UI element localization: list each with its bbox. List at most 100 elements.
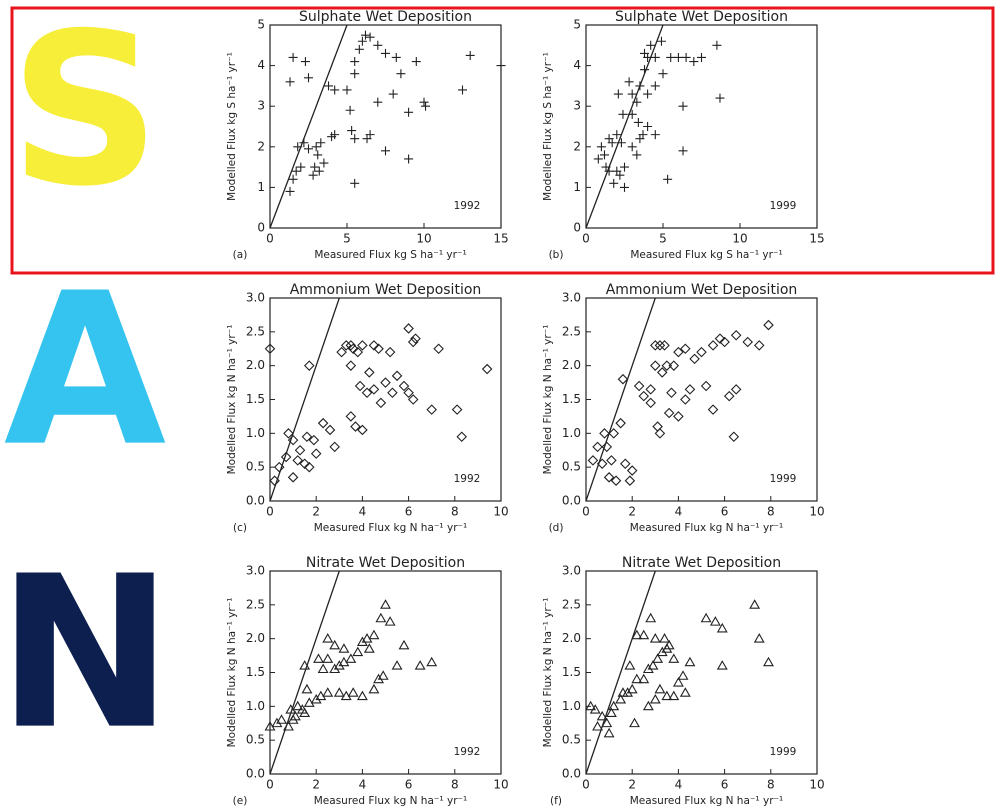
point (287, 714, 299, 724)
one-to-one-line (586, 25, 664, 228)
point (617, 687, 629, 697)
point (624, 475, 636, 486)
y-tick-label: 5 (257, 18, 265, 32)
point (333, 660, 345, 670)
x-tick-label: 6 (405, 778, 413, 792)
y-axis-label: Modelled Flux kg S ha⁻¹ yr⁻¹ (542, 52, 554, 201)
point (633, 117, 643, 127)
point (352, 646, 364, 657)
y-tick-label: 0 (257, 221, 265, 235)
point (593, 154, 603, 164)
point (619, 458, 631, 470)
point (673, 52, 683, 62)
point (347, 687, 359, 697)
point (672, 677, 684, 687)
point (291, 166, 301, 176)
y-tick-label: 1.5 (562, 665, 581, 679)
point (679, 687, 691, 697)
x-tick-label: 15 (493, 232, 508, 246)
point (345, 411, 357, 422)
y-tick-label: 1.0 (246, 699, 265, 713)
y-tick-label: 0.0 (562, 767, 581, 781)
point (368, 683, 380, 694)
point (716, 660, 728, 670)
point (604, 166, 614, 176)
point (304, 144, 313, 154)
y-axis-label: Modelled Flux kg N ha⁻¹ yr⁻¹ (226, 325, 238, 475)
point (381, 48, 390, 58)
point (288, 52, 298, 62)
point (299, 707, 311, 718)
point (592, 721, 603, 731)
point (632, 150, 642, 160)
point (596, 458, 608, 470)
x-tick-label: 5 (343, 232, 351, 246)
panel: Sulphate Wet Deposition Measured Flux kg … (542, 9, 825, 261)
annotation: 1999 (770, 200, 797, 212)
point (728, 431, 740, 442)
annotation: 1999 (770, 746, 797, 758)
point (715, 93, 725, 103)
x-tick-label: 10 (416, 232, 431, 246)
chart-title: Ammonium Wet Deposition (606, 282, 798, 298)
point (627, 89, 637, 99)
point (375, 612, 387, 623)
point (387, 387, 398, 399)
point (606, 455, 617, 466)
y-tick-label: 4 (257, 58, 265, 72)
point (620, 182, 629, 192)
point (642, 663, 654, 674)
point (345, 340, 357, 351)
point (605, 707, 617, 718)
x-axis-label: Measured Flux kg N ha⁻¹ yr⁻¹ (630, 795, 784, 807)
point (356, 636, 368, 646)
y-tick-label: 2 (257, 139, 265, 153)
point (624, 660, 636, 670)
point (458, 85, 467, 95)
x-tick-label: 4 (675, 505, 683, 519)
x-tick-label: 0 (582, 505, 590, 519)
point (404, 107, 414, 117)
one-to-one-line (586, 571, 656, 774)
y-tick-label: 2.5 (246, 324, 265, 338)
x-axis-label: Measured Flux kg N ha⁻¹ yr⁻¹ (314, 522, 468, 534)
point (599, 428, 610, 439)
point (656, 646, 668, 657)
point (329, 663, 341, 674)
point (342, 85, 352, 95)
point (317, 663, 329, 674)
point (354, 380, 366, 392)
y-tick-label: 0.0 (246, 494, 265, 508)
point (433, 343, 444, 355)
x-tick-label: 6 (405, 505, 413, 519)
point (313, 653, 324, 663)
y-tick-label: 0.5 (562, 733, 581, 747)
point (310, 448, 322, 459)
panel-label: (c) (233, 522, 247, 534)
point (608, 428, 619, 439)
point (661, 360, 673, 371)
point (601, 717, 613, 728)
point (663, 174, 673, 184)
chart-title: Sulphate Wet Deposition (299, 9, 472, 25)
x-tick-label: 5 (659, 232, 667, 246)
point (391, 660, 403, 670)
point (633, 380, 645, 392)
plot-frame (269, 297, 502, 502)
point (700, 380, 712, 392)
point (384, 616, 396, 626)
point (368, 384, 380, 395)
point (650, 340, 661, 351)
point (345, 360, 357, 371)
point (612, 130, 622, 140)
point (293, 142, 303, 152)
chart-title: Ammonium Wet Deposition (290, 282, 482, 298)
point (638, 629, 650, 640)
point (707, 340, 719, 351)
point (668, 653, 680, 663)
one-to-one-line (270, 571, 340, 774)
y-tick-label: 0.5 (246, 733, 265, 747)
point (319, 158, 329, 168)
x-tick-label: 0 (266, 778, 274, 792)
